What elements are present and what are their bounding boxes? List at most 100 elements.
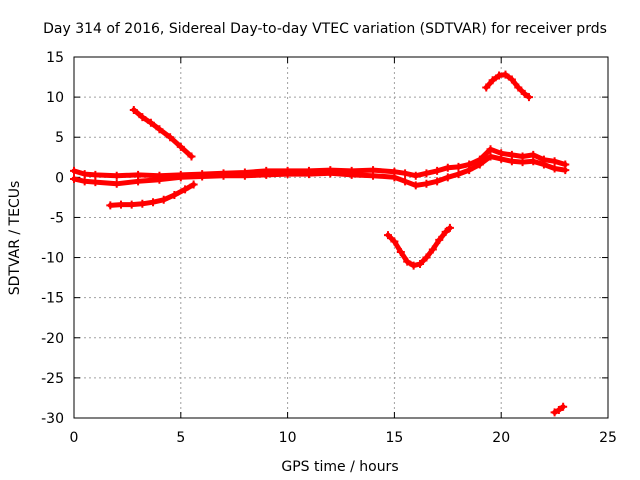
data-point <box>401 177 410 186</box>
data-point <box>159 195 168 204</box>
data-point <box>475 160 484 169</box>
series-arc-1.7-5.6h <box>106 180 198 210</box>
data-point <box>550 164 559 173</box>
data-point <box>441 227 450 236</box>
data-point <box>428 245 437 254</box>
data-point <box>409 261 418 270</box>
data-point <box>176 142 185 151</box>
data-point <box>396 247 405 256</box>
data-point <box>416 259 425 268</box>
data-point <box>501 70 510 79</box>
data-point <box>539 160 548 169</box>
chart-title: Day 314 of 2016, Sidereal Day-to-day VTE… <box>43 21 607 37</box>
data-point <box>304 170 313 179</box>
y-tick-label: -15 <box>41 291 64 307</box>
data-point <box>433 166 442 175</box>
data-point <box>518 158 527 167</box>
data-point <box>129 105 138 114</box>
x-tick-label: 25 <box>599 430 617 446</box>
data-point <box>91 170 100 179</box>
data-point <box>561 166 570 175</box>
data-point <box>326 169 335 178</box>
data-point <box>91 178 100 187</box>
data-point <box>514 83 523 92</box>
axis-ticks: 0 5 10 15 20 25 15 10 5 0 -5 -10 -15 -20 -25 -30 <box>41 50 617 446</box>
y-tick-label: -30 <box>41 411 64 427</box>
data-point <box>116 200 125 209</box>
data-point <box>70 166 78 175</box>
y-tick-label: 0 <box>55 170 64 186</box>
data-point <box>262 170 271 179</box>
data-point <box>112 179 121 188</box>
y-tick-label: -5 <box>50 210 64 226</box>
series-tail-22.5-23h <box>550 402 568 417</box>
x-axis-label: GPS time / hours <box>281 459 398 475</box>
data-point <box>486 152 495 161</box>
data-point <box>435 235 444 244</box>
data-point <box>482 83 491 92</box>
data-point <box>443 163 452 172</box>
data-point <box>138 199 147 208</box>
x-tick-label: 20 <box>492 430 510 446</box>
y-tick-label: 10 <box>46 90 64 106</box>
data-point <box>550 408 559 417</box>
data-point <box>507 75 516 84</box>
y-tick-label: -25 <box>41 371 64 387</box>
data-point <box>347 170 356 179</box>
data-point <box>422 253 431 262</box>
data-point <box>554 405 563 414</box>
data-point <box>403 257 412 266</box>
data-point <box>497 154 506 163</box>
data-point <box>138 113 147 122</box>
grid-lines <box>74 57 608 418</box>
data-point <box>422 179 431 188</box>
data-point <box>507 157 516 166</box>
data-point <box>176 173 185 182</box>
data-point <box>520 89 529 98</box>
data-point <box>155 175 164 184</box>
data-point <box>529 157 538 166</box>
series-main-band-lower <box>70 152 570 190</box>
data-point <box>524 93 533 102</box>
series-peak-19.3-21.3h <box>482 70 533 102</box>
series-arc-3-6h <box>129 105 196 161</box>
data-point <box>454 162 463 171</box>
data-point <box>283 170 292 179</box>
data-point <box>550 157 559 166</box>
data-point <box>422 169 431 178</box>
data-point <box>181 185 190 194</box>
y-tick-label: 15 <box>46 50 64 66</box>
data-point <box>240 171 249 180</box>
x-tick-label: 0 <box>70 430 79 446</box>
data-point <box>383 231 392 240</box>
data-point <box>198 172 207 181</box>
data-point <box>454 170 463 179</box>
y-tick-label: -20 <box>41 331 64 347</box>
data-point <box>390 237 399 246</box>
data-point <box>390 173 399 182</box>
data-point <box>134 177 143 186</box>
data-points <box>70 70 570 417</box>
plot-frame <box>73 56 609 419</box>
x-tick-label: 15 <box>385 430 403 446</box>
y-axis-label: SDTVAR / TECUs <box>7 181 23 296</box>
data-point <box>146 118 155 127</box>
data-point <box>127 200 136 209</box>
data-point <box>170 190 179 199</box>
data-point <box>433 177 442 186</box>
data-point <box>80 177 89 186</box>
x-tick-label: 5 <box>176 430 185 446</box>
series-dip-15-17.5h <box>383 223 454 270</box>
data-point <box>112 171 121 180</box>
data-point <box>70 174 78 183</box>
data-point <box>155 125 164 134</box>
data-point <box>445 223 454 232</box>
data-point <box>411 181 420 190</box>
data-point <box>219 171 228 180</box>
data-point <box>189 180 198 189</box>
data-point <box>486 145 495 154</box>
data-point <box>80 170 89 179</box>
data-point <box>369 171 378 180</box>
data-point <box>488 76 497 85</box>
